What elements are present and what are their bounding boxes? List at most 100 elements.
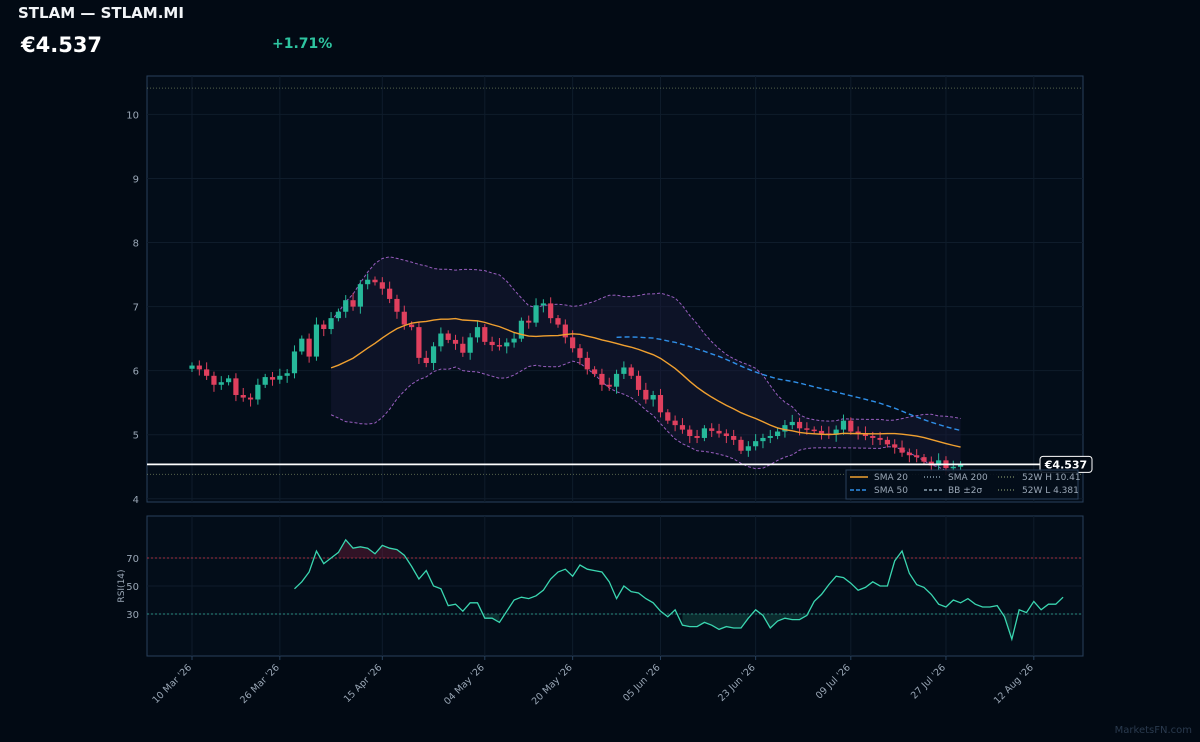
candle-body: [731, 436, 737, 440]
rsi-y-tick-label: 70: [126, 554, 139, 565]
candle-body: [906, 452, 912, 456]
legend-entry: SMA 50: [874, 486, 908, 496]
candle-body: [343, 300, 349, 312]
price-y-tick-label: 5: [133, 431, 139, 442]
x-tick-label: 10 Mar '26: [150, 662, 194, 706]
last-price-label: €4.537: [1044, 458, 1087, 471]
rsi-overbought-fill: [338, 539, 405, 558]
price-y-tick-label: 7: [133, 303, 139, 314]
candle-body: [291, 351, 298, 374]
candle-body: [914, 455, 920, 458]
candle-body: [284, 373, 290, 376]
legend-entry: BB ±2σ: [948, 486, 982, 496]
candle-body: [628, 367, 634, 376]
candle-body: [635, 375, 642, 390]
candle-body: [753, 441, 759, 447]
candle-body: [577, 348, 583, 358]
candle-body: [357, 284, 363, 307]
candle-body: [233, 378, 239, 396]
price-y-tick-label: 8: [133, 239, 139, 250]
legend-entry: SMA 20: [874, 473, 908, 483]
price-y-tick-label: 6: [133, 367, 139, 378]
candle-body: [716, 430, 722, 434]
candle-body: [409, 324, 415, 328]
candle-body: [862, 433, 869, 437]
candle-body: [335, 311, 341, 319]
bollinger-band-fill: [331, 256, 961, 476]
candle-body: [709, 428, 715, 431]
sma20-line: [330, 317, 961, 448]
legend-entry: SMA 200: [948, 473, 988, 483]
candle-body: [474, 327, 481, 338]
candle-body: [950, 466, 956, 469]
candle-body: [687, 429, 693, 437]
candle-body: [365, 279, 371, 285]
rsi-line: [294, 538, 1064, 642]
candle-body: [416, 327, 422, 358]
candle-body: [328, 318, 334, 330]
price-change: +1.71%: [272, 36, 333, 52]
candle-body: [247, 397, 254, 400]
legend-box: [845, 469, 1079, 500]
candle-body: [657, 395, 664, 413]
page-title: STLAM — STLAM.MI: [18, 4, 184, 22]
candle-body: [460, 343, 466, 353]
x-tick-label: 04 May '26: [442, 662, 487, 707]
candle-body: [372, 279, 378, 283]
candle-body: [438, 333, 444, 347]
candle-body: [679, 425, 686, 430]
candle-body: [796, 421, 803, 429]
candle-body: [496, 345, 503, 347]
candle-body: [958, 464, 964, 467]
candle-body: [394, 298, 400, 312]
candle-body: [269, 377, 276, 380]
candle-body: [548, 303, 554, 319]
candle-body: [701, 428, 707, 438]
candle-body: [782, 425, 788, 432]
x-tick-label: 27 Jul '26: [909, 662, 948, 701]
candle-body: [526, 320, 532, 323]
candle-body: [482, 327, 488, 342]
candle-body: [767, 436, 773, 438]
x-tick-label: 12 Aug '26: [992, 662, 1036, 706]
candle-body: [884, 439, 890, 445]
candle-body: [760, 437, 766, 442]
candle-body: [848, 420, 854, 432]
candle-body: [196, 365, 202, 370]
watermark: MarketsFN.com: [1114, 725, 1192, 736]
sma50-line: [616, 336, 961, 432]
candle-body: [723, 433, 729, 437]
candle-body: [570, 337, 576, 349]
candle-body: [606, 384, 612, 387]
candle-body: [643, 389, 649, 400]
candle-body: [423, 357, 429, 363]
candle-body: [775, 431, 781, 437]
rsi-y-tick-label: 30: [126, 610, 139, 621]
candle-body: [694, 436, 700, 438]
candle-body: [430, 346, 437, 363]
candle-body: [321, 324, 327, 330]
rsi-oversold-fill: [682, 614, 749, 630]
x-tick-label: 09 Jul '26: [814, 662, 853, 701]
candle-body: [892, 444, 898, 448]
candle-body: [650, 395, 656, 400]
candle-body: [452, 339, 459, 344]
legend-entry: 52W H 10.41: [1022, 473, 1081, 483]
candle-body: [818, 430, 825, 434]
candle-body: [811, 429, 817, 432]
candle-body: [313, 324, 320, 357]
rsi-axis-label: RSI(14): [117, 569, 127, 602]
candle-body: [255, 384, 261, 400]
price-y-tick-label: 4: [133, 495, 139, 506]
candle-body: [840, 420, 847, 430]
x-tick-label: 05 Jun '26: [621, 662, 662, 703]
candle-body: [350, 300, 356, 307]
candle-body: [855, 431, 861, 434]
candle-body: [379, 282, 385, 289]
candle-body: [877, 437, 883, 440]
bollinger-upper-line: [330, 256, 961, 422]
candle-body: [533, 305, 539, 323]
x-tick-label: 23 Jun '26: [716, 662, 757, 703]
candle-body: [899, 447, 905, 453]
